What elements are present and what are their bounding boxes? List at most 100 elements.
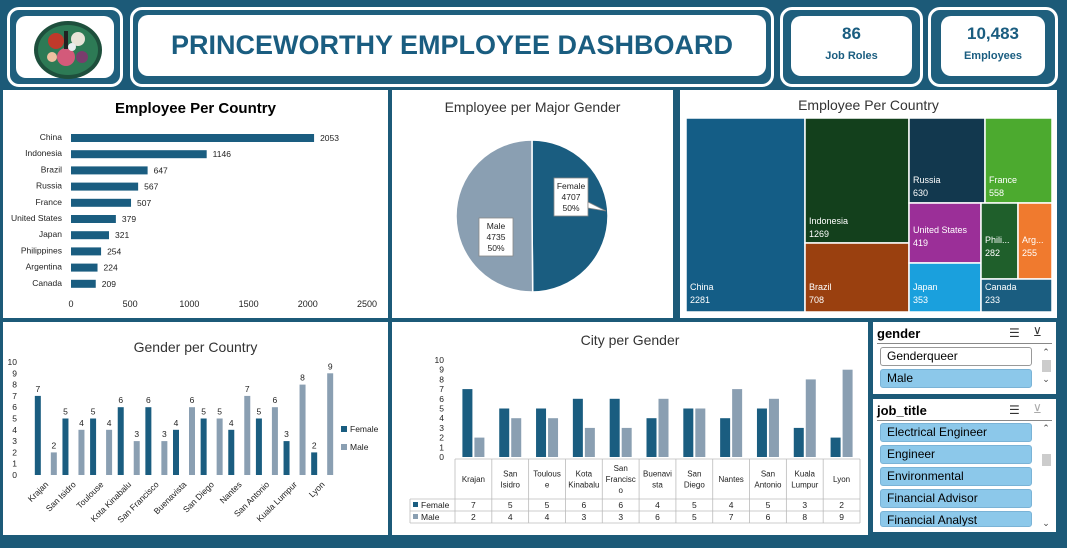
table-cell: 7 xyxy=(471,500,476,510)
bar xyxy=(71,263,98,272)
legend-label: Female xyxy=(421,500,450,510)
treemap-label: Arg... xyxy=(1022,235,1044,245)
gender-slicer: gender ☰ ⊻ Genderqueer Male ⌃ ⌄ xyxy=(873,322,1056,394)
table-cell: 4 xyxy=(655,500,660,510)
treemap-label: Brazil xyxy=(809,282,832,292)
data-label: 4 xyxy=(79,418,84,428)
y-tick-label: 1 xyxy=(12,459,17,469)
bar xyxy=(78,429,85,475)
category-label: San xyxy=(761,470,775,479)
bar xyxy=(244,395,251,475)
bar xyxy=(499,408,510,457)
bar xyxy=(71,166,148,175)
data-label: 6 xyxy=(146,395,151,405)
bar xyxy=(793,427,804,457)
data-label: 321 xyxy=(115,230,129,240)
table-cell: 6 xyxy=(581,500,586,510)
category-label: sta xyxy=(652,481,663,490)
table-cell: 6 xyxy=(618,500,623,510)
clear-filter-icon[interactable]: ⊻ xyxy=(1033,402,1042,416)
title-frame: PRINCEWORTHY EMPLOYEE DASHBOARD xyxy=(130,7,774,87)
bar xyxy=(536,408,547,457)
company-logo xyxy=(34,21,102,79)
slicer-item-male[interactable]: Male xyxy=(880,369,1032,388)
table-cell: 6 xyxy=(766,512,771,522)
table-cell: 5 xyxy=(766,500,771,510)
bar xyxy=(683,408,694,457)
y-tick-label: 3 xyxy=(439,423,444,433)
kpi-job-roles-value: 86 xyxy=(842,24,861,43)
y-tick-label: 9 xyxy=(439,365,444,375)
gender-slicer-scrollbar[interactable]: ⌃ ⌄ xyxy=(1040,347,1052,389)
bar xyxy=(299,384,306,475)
employee-per-country-treemap: China 2281 Indonesia 1269 Brazil 708 Russia 630… xyxy=(685,117,1053,313)
slice-label-percent: 50% xyxy=(562,203,579,213)
table-cell: 2 xyxy=(839,500,844,510)
y-tick-label: 10 xyxy=(435,355,445,365)
category-label: Isidro xyxy=(500,481,520,490)
legend-swatch xyxy=(341,444,347,450)
y-tick-label: 0 xyxy=(12,470,17,480)
bar xyxy=(71,134,315,142)
category-label: Indonesia xyxy=(25,148,62,158)
bar xyxy=(62,418,69,475)
category-label: United States xyxy=(11,213,62,223)
bar xyxy=(50,452,57,475)
category-label: e xyxy=(545,481,550,490)
bar xyxy=(71,215,116,223)
slicer-item-electrical-engineer[interactable]: Electrical Engineer xyxy=(880,423,1032,442)
slicer-item-engineer[interactable]: Engineer xyxy=(880,445,1032,464)
bar xyxy=(732,389,743,457)
employee-per-country-treemap-panel: Employee Per Country China 2281 Indonesia 1… xyxy=(680,90,1057,318)
data-label: 5 xyxy=(201,407,206,417)
data-label: 507 xyxy=(137,198,151,208)
gender-slicer-header: gender xyxy=(877,326,921,341)
data-label: 647 xyxy=(154,165,168,175)
treemap-cell xyxy=(908,117,986,204)
bar xyxy=(173,429,179,475)
category-label: Kinabalu xyxy=(568,481,599,490)
bar xyxy=(200,418,207,475)
data-label: 9 xyxy=(328,361,333,371)
city-per-gender-panel: City per Gender 0 1 2 3 4 5 6 7 8 9 10 7 2 Krajan 5 4 Sa… xyxy=(392,322,868,535)
bar xyxy=(71,279,96,288)
data-label: 3 xyxy=(134,429,139,439)
legend-swatch xyxy=(413,502,418,507)
bar xyxy=(133,441,140,475)
slicer-item-environmental[interactable]: Environmental xyxy=(880,467,1032,486)
bar xyxy=(216,418,223,475)
data-label: 5 xyxy=(257,407,262,417)
bar xyxy=(584,427,595,457)
slicer-item-financial-advisor[interactable]: Financial Advisor xyxy=(880,489,1032,508)
bar xyxy=(327,373,334,475)
multi-select-icon[interactable]: ☰ xyxy=(1009,403,1020,417)
bar xyxy=(283,441,290,475)
y-tick-label: 9 xyxy=(12,368,17,378)
treemap-label: Russia xyxy=(913,175,941,185)
y-tick-label: 7 xyxy=(12,391,17,401)
bar xyxy=(71,231,110,240)
bar xyxy=(830,437,841,457)
treemap-cell xyxy=(980,278,1053,313)
bar xyxy=(548,418,559,457)
legend-label: Female xyxy=(350,424,379,434)
category-label: Lyon xyxy=(307,479,327,499)
bar xyxy=(474,437,485,457)
category-label: Argentina xyxy=(26,262,63,272)
bar xyxy=(609,398,620,457)
category-label: China xyxy=(40,132,62,142)
clear-filter-icon[interactable]: ⊻ xyxy=(1033,325,1042,339)
category-label: Diego xyxy=(684,481,705,490)
data-label: 224 xyxy=(104,263,118,273)
y-tick-label: 2 xyxy=(439,433,444,443)
slicer-item-genderqueer[interactable]: Genderqueer xyxy=(880,347,1032,366)
data-label: 5 xyxy=(63,407,68,417)
chart-title: Employee Per Country xyxy=(798,97,939,113)
job-title-slicer-scrollbar[interactable]: ⌃ ⌄ xyxy=(1040,423,1052,528)
category-label: Antonio xyxy=(754,481,782,490)
treemap-value: 2281 xyxy=(690,295,710,305)
multi-select-icon[interactable]: ☰ xyxy=(1009,326,1020,340)
data-label: 6 xyxy=(190,395,195,405)
slicer-item-financial-analyst[interactable]: Financial Analyst xyxy=(880,511,1032,527)
kpi-employees-value: 10,483 xyxy=(967,24,1019,43)
